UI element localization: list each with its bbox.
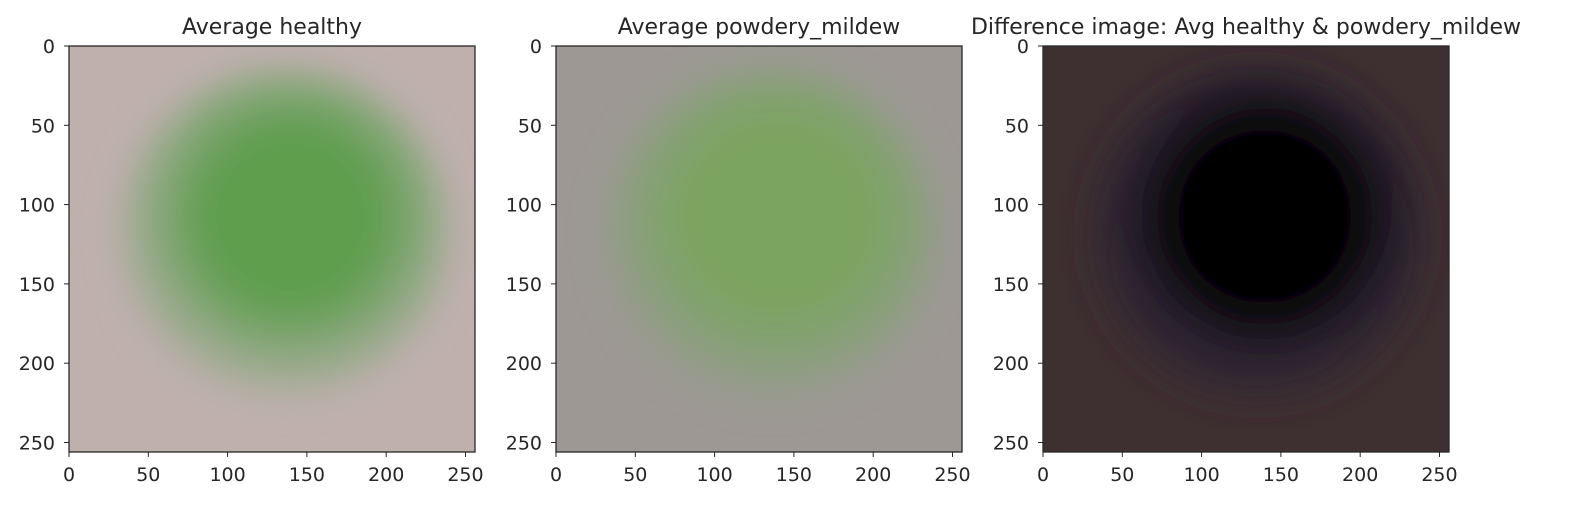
y-tick-label: 0 xyxy=(1017,36,1029,58)
average-image-1 xyxy=(69,46,475,452)
x-tick-label: 150 xyxy=(776,464,812,486)
panel-1: Average healthy 0 50 100 150 200 250 0 50 100 150 2… xyxy=(19,15,484,486)
y-tick-label: 100 xyxy=(993,195,1029,217)
x-tick-label: 100 xyxy=(209,464,245,486)
x-tick-label: 100 xyxy=(1183,464,1219,486)
chart-title: Difference image: Avg healthy & powdery_… xyxy=(971,15,1521,40)
x-tick-label: 0 xyxy=(63,464,75,486)
y-tick-label: 0 xyxy=(43,36,55,58)
y-tick-label: 0 xyxy=(530,36,542,58)
axes-frame xyxy=(68,45,476,453)
average-image-2 xyxy=(556,46,962,452)
x-tick-label: 200 xyxy=(368,464,404,486)
y-tick-label: 200 xyxy=(993,353,1029,375)
x-tick-label: 0 xyxy=(550,464,562,486)
x-tick-label: 250 xyxy=(447,464,483,486)
y-tick-label: 200 xyxy=(19,353,55,375)
y-tick-label: 100 xyxy=(506,195,542,217)
y-tick-label: 150 xyxy=(993,274,1029,296)
y-tick-label: 250 xyxy=(19,432,55,454)
y-tick-label: 150 xyxy=(506,274,542,296)
y-tick-label: 50 xyxy=(518,115,542,137)
x-tick-label: 50 xyxy=(623,464,647,486)
x-tick-label: 50 xyxy=(1110,464,1134,486)
x-tick-label: 200 xyxy=(855,464,891,486)
y-tick-label: 50 xyxy=(1005,115,1029,137)
y-tick-label: 50 xyxy=(31,115,55,137)
x-tick-label: 200 xyxy=(1342,464,1378,486)
y-tick-label: 200 xyxy=(506,353,542,375)
chart-title: Average healthy xyxy=(182,15,362,40)
panel-3: Difference image: Avg healthy & powdery_… xyxy=(971,15,1521,486)
x-tick-label: 150 xyxy=(289,464,325,486)
x-tick-label: 150 xyxy=(1263,464,1299,486)
y-tick-label: 250 xyxy=(506,432,542,454)
y-tick-label: 100 xyxy=(19,195,55,217)
y-tick-label: 250 xyxy=(993,432,1029,454)
average-image-3 xyxy=(1043,46,1449,452)
y-tick-label: 150 xyxy=(19,274,55,296)
x-tick-label: 50 xyxy=(136,464,160,486)
x-tick-label: 250 xyxy=(934,464,970,486)
panel-2: Average powdery_mildew 0 50 100 150 200 250 0 50… xyxy=(506,15,971,486)
chart-title: Average powdery_mildew xyxy=(618,15,900,40)
axes-frame xyxy=(1042,45,1450,453)
axes-frame xyxy=(555,45,963,453)
x-tick-label: 0 xyxy=(1037,464,1049,486)
x-tick-label: 250 xyxy=(1421,464,1457,486)
x-tick-label: 100 xyxy=(696,464,732,486)
